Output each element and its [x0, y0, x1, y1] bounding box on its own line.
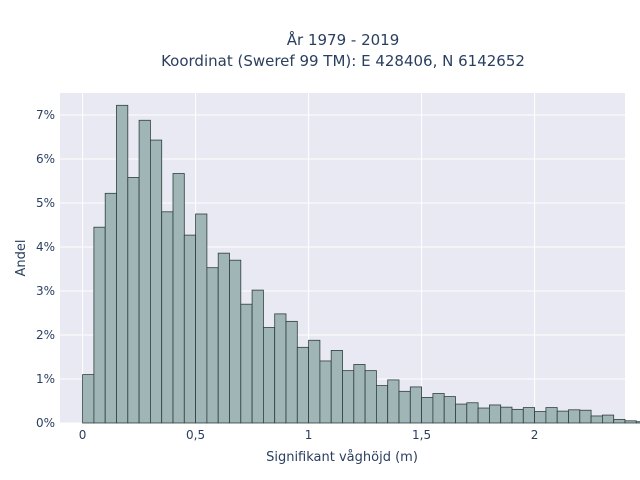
histogram-bar [500, 406, 513, 424]
histogram-bar [398, 390, 411, 424]
histogram-bar [116, 104, 129, 424]
y-tick-label: 3% [36, 284, 55, 298]
y-tick-label: 1% [36, 372, 55, 386]
histogram-bar [556, 410, 569, 424]
histogram-bar [82, 374, 95, 424]
histogram-bar [308, 339, 321, 424]
histogram-bar [590, 415, 603, 424]
histogram-bar [375, 385, 389, 424]
histogram-bar [319, 360, 332, 424]
y-tick-label: 0% [36, 416, 55, 430]
histogram-bar [545, 407, 558, 424]
x-axis-title: Signifikant våghöjd (m) [266, 450, 418, 465]
histogram-bar [262, 327, 276, 424]
x-tick-label: 1,5 [412, 428, 431, 442]
histogram-bar [613, 419, 626, 424]
histogram-bar [183, 234, 197, 424]
histogram-bar [624, 420, 637, 424]
y-axis-ticks: 0% 1% 2% 3% 4% 5% 6% 7% [36, 108, 55, 430]
y-tick-label: 2% [36, 328, 55, 342]
histogram-bar [138, 119, 151, 424]
histogram-bar [149, 139, 163, 424]
histogram-bar [251, 289, 264, 424]
histogram-bar [195, 213, 208, 424]
histogram-bar [240, 303, 253, 424]
histogram-bar [534, 411, 547, 424]
x-tick-label: 0 [79, 428, 87, 442]
y-tick-label: 4% [36, 240, 55, 254]
histogram-bar [387, 379, 400, 424]
x-tick-label: 1 [305, 428, 313, 442]
histogram-bar [579, 409, 592, 424]
histogram-bar [477, 407, 490, 424]
x-tick-label: 0,5 [186, 428, 205, 442]
histogram-bar [104, 192, 117, 424]
x-axis-ticks: 0 0,5 1 1,5 2 [79, 428, 539, 442]
histogram-bar [285, 320, 298, 424]
bars [82, 104, 640, 424]
y-tick-label: 7% [36, 108, 55, 122]
histogram-bar [296, 346, 309, 424]
histogram-bar [342, 370, 355, 424]
histogram-bar [443, 396, 456, 424]
histogram-bar [206, 267, 219, 424]
histogram-bar [229, 259, 242, 424]
chart-title: År 1979 - 2019 [287, 30, 400, 49]
histogram-bar [602, 414, 615, 424]
histogram-bar [421, 397, 434, 424]
y-axis-title: Andel [14, 240, 29, 277]
histogram-bar [511, 408, 524, 424]
chart-subtitle: Koordinat (Sweref 99 TM): E 428406, N 61… [161, 52, 525, 70]
x-tick-label: 2 [531, 428, 539, 442]
histogram-bar [455, 403, 468, 424]
histogram-bar [330, 349, 343, 424]
histogram-bar [488, 404, 502, 424]
histogram-bar [127, 177, 140, 424]
histogram-bar [161, 211, 174, 424]
histogram-bar [353, 364, 366, 424]
histogram-bar [635, 421, 640, 424]
histogram-bar [466, 402, 479, 424]
histogram-bar [568, 409, 581, 424]
histogram-bar [172, 173, 185, 424]
y-tick-label: 5% [36, 196, 55, 210]
histogram-bar [432, 393, 445, 424]
histogram-bar [522, 407, 535, 424]
y-tick-label: 6% [36, 152, 55, 166]
histogram-bar [274, 313, 287, 424]
histogram-bar [217, 252, 230, 424]
histogram-bar [409, 386, 422, 424]
histogram-bar [93, 226, 106, 424]
histogram-bar [364, 370, 377, 424]
